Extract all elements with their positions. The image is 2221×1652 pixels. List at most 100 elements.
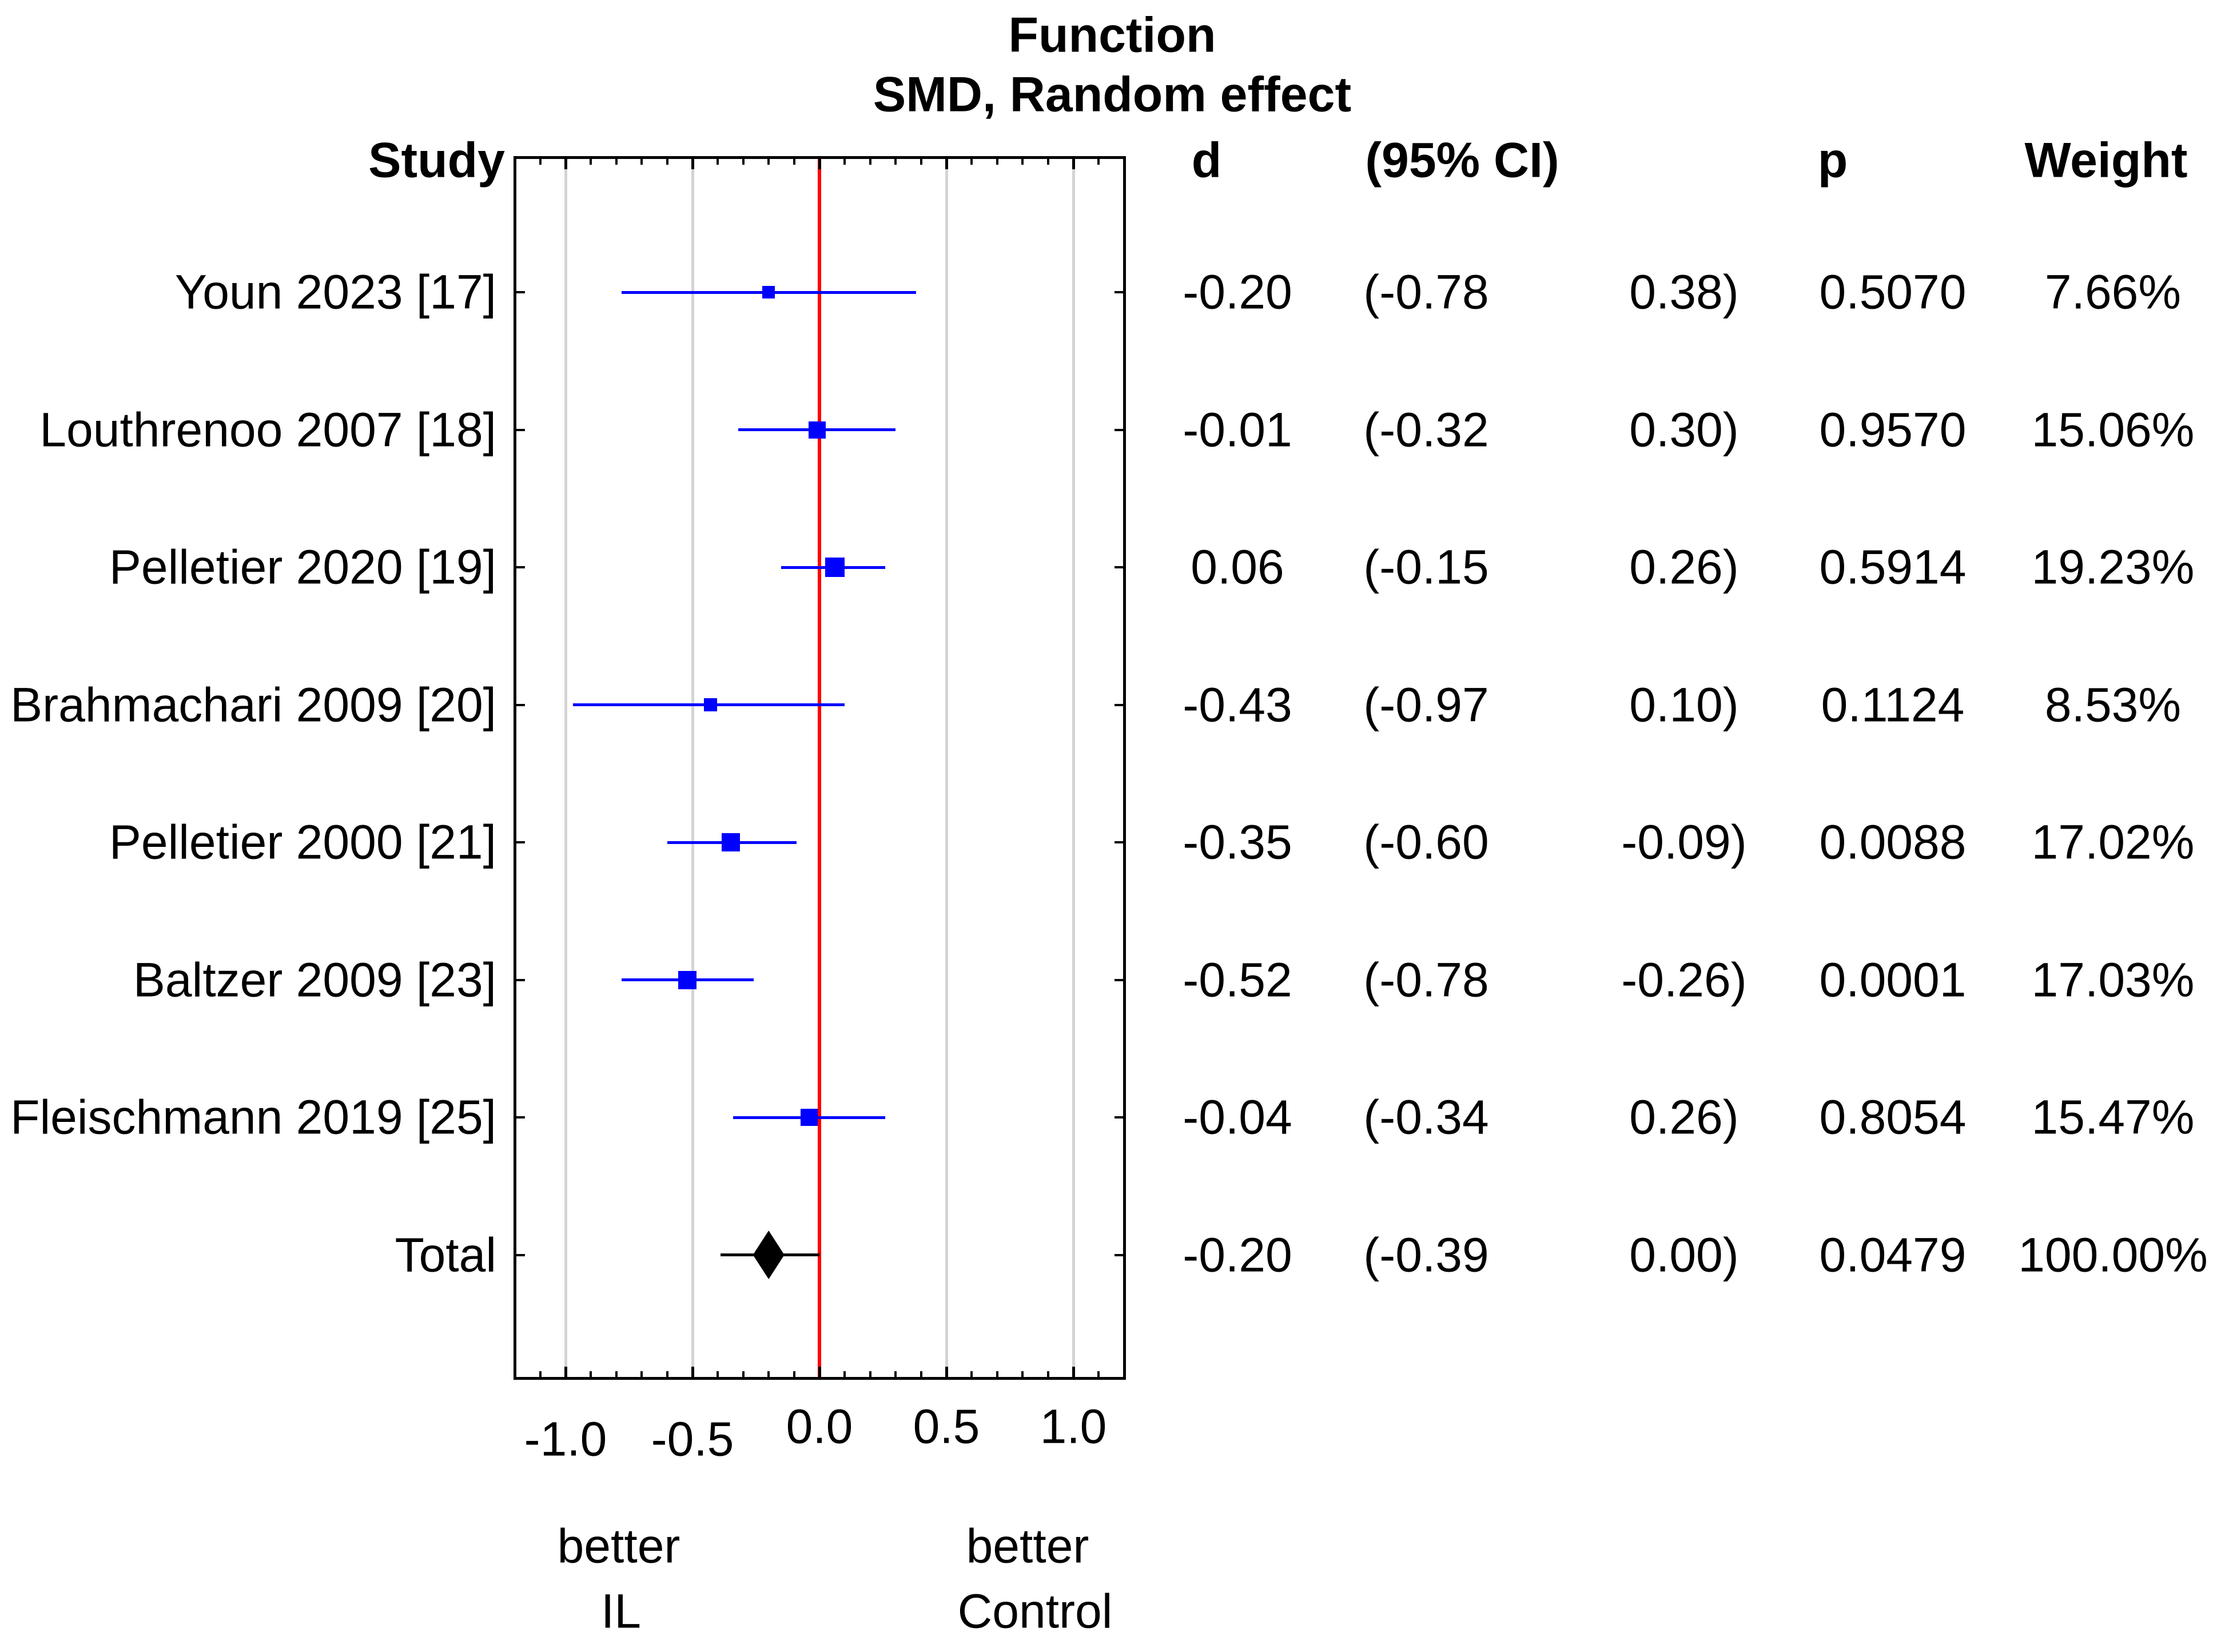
axis-tick — [945, 159, 948, 169]
study-label: Pelletier 2020 [19] — [109, 540, 496, 594]
effect-marker — [825, 558, 845, 577]
weight-value: 7.66% — [2044, 265, 2182, 319]
axis-tick — [1046, 159, 1049, 165]
axis-tick — [691, 159, 694, 169]
ci-low-value: (-0.34 — [1363, 1090, 1489, 1144]
axis-tick — [666, 159, 668, 165]
row-tick — [1115, 1253, 1123, 1256]
weight-value: 15.06% — [2031, 403, 2195, 456]
weight-value: 17.03% — [2031, 953, 2195, 1006]
axis-tick — [894, 159, 897, 165]
axis-tick — [539, 1371, 542, 1377]
axis-tick — [742, 1371, 745, 1377]
axis-tick — [767, 1371, 770, 1377]
axis-tick — [996, 159, 998, 165]
ci-low-value: (-0.78 — [1363, 953, 1489, 1006]
axis-tick — [564, 1367, 567, 1377]
d-value: -0.52 — [1183, 953, 1292, 1006]
axis-tick — [996, 1371, 998, 1377]
better-right-label-line2: Control — [957, 1584, 1113, 1638]
ci-high-value: -0.09) — [1621, 815, 1747, 869]
gridline — [1072, 159, 1075, 1377]
axis-tick — [666, 1371, 668, 1377]
row-tick — [516, 841, 525, 843]
axis-tick — [717, 1371, 719, 1377]
axis-tick — [1072, 1367, 1075, 1377]
ci-low-value: (-0.32 — [1363, 403, 1489, 456]
axis-tick — [970, 1371, 973, 1377]
column-header-weight: Weight — [2024, 133, 2188, 188]
ci-high-value: 0.26) — [1629, 1090, 1739, 1144]
p-value: 0.0001 — [1819, 953, 1967, 1006]
study-label: Baltzer 2009 [23] — [133, 953, 496, 1006]
axis-tick — [1021, 1371, 1024, 1377]
row-tick — [1115, 566, 1123, 568]
row-tick — [1115, 703, 1123, 706]
ci-high-value: 0.38) — [1629, 265, 1739, 319]
axis-tick — [843, 159, 846, 165]
axis-tick — [818, 1367, 821, 1377]
p-value: 0.8054 — [1819, 1090, 1967, 1144]
ci-low-value: (-0.60 — [1363, 815, 1489, 869]
chart-title: Function — [1008, 7, 1216, 63]
row-tick — [1115, 291, 1123, 293]
axis-tick — [640, 159, 643, 165]
axis-tick — [1021, 159, 1024, 165]
x-axis-tick-label: -0.5 — [651, 1412, 734, 1466]
axis-tick — [1046, 1371, 1049, 1377]
axis-tick — [945, 1367, 948, 1377]
study-label: Fleischmann 2019 [25] — [10, 1090, 496, 1144]
weight-value: 17.02% — [2031, 815, 2195, 869]
effect-marker — [808, 421, 826, 439]
axis-tick — [590, 159, 592, 165]
study-label: Total — [395, 1228, 496, 1281]
row-tick — [516, 1116, 525, 1118]
column-header-d: d — [1191, 133, 1222, 188]
axis-tick — [920, 159, 922, 165]
axis-tick — [1072, 159, 1075, 169]
axis-tick — [894, 1371, 897, 1377]
axis-tick — [615, 159, 618, 165]
gridline — [945, 159, 948, 1377]
study-label: Youn 2023 [17] — [174, 265, 496, 319]
study-label: Brahmachari 2009 [20] — [10, 678, 496, 731]
ci-low-value: (-0.78 — [1363, 265, 1489, 319]
axis-tick — [767, 159, 770, 165]
p-value: 0.0088 — [1819, 815, 1967, 869]
axis-tick — [970, 159, 973, 165]
axis-tick — [742, 159, 745, 165]
p-value: 0.9570 — [1819, 403, 1967, 456]
axis-tick — [920, 1371, 922, 1377]
axis-tick — [691, 1367, 694, 1377]
axis-tick — [869, 159, 871, 165]
p-value: 0.5914 — [1819, 540, 1967, 594]
d-value: -0.43 — [1183, 678, 1292, 731]
effect-marker — [703, 698, 717, 711]
axis-tick — [615, 1371, 618, 1377]
d-value: -0.01 — [1183, 403, 1292, 456]
total-diamond — [753, 1231, 785, 1279]
d-value: -0.35 — [1183, 815, 1292, 869]
column-header-ci: (95% CI) — [1365, 133, 1559, 188]
effect-marker — [801, 1109, 818, 1126]
d-value: 0.06 — [1191, 540, 1284, 594]
x-axis-tick-label: 1.0 — [1040, 1399, 1107, 1454]
ci-low-value: (-0.97 — [1363, 678, 1489, 731]
x-axis-tick-label: 0.5 — [913, 1399, 980, 1454]
gridline — [691, 159, 694, 1377]
p-value: 0.0479 — [1819, 1228, 1967, 1281]
effect-marker — [721, 833, 740, 851]
study-label: Louthrenoo 2007 [18] — [39, 403, 496, 456]
ci-high-value: 0.00) — [1629, 1228, 1739, 1281]
p-value: 0.1124 — [1821, 678, 1965, 731]
ci-low-value: (-0.15 — [1363, 540, 1489, 594]
weight-value: 100.00% — [2018, 1228, 2208, 1281]
row-tick — [1115, 428, 1123, 431]
zero-line — [818, 159, 821, 1377]
axis-tick — [793, 159, 795, 165]
axis-tick — [640, 1371, 643, 1377]
chart-subtitle: SMD, Random effect — [873, 67, 1352, 122]
effect-marker — [762, 286, 775, 298]
row-tick — [516, 428, 525, 431]
column-header-study: Study — [368, 133, 505, 188]
